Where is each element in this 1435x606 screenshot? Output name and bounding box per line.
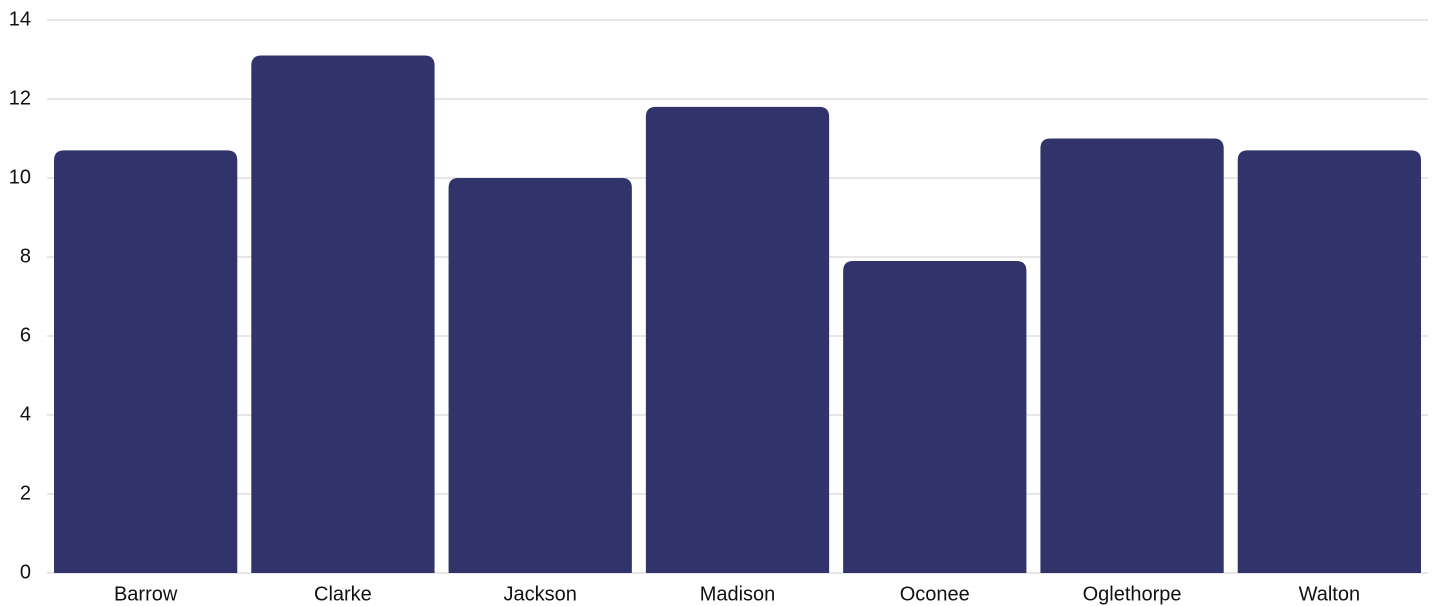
x-tick-label: Clarke (314, 583, 372, 605)
y-tick-label: 12 (9, 87, 31, 109)
bar (1040, 138, 1224, 573)
y-tick-label: 6 (20, 324, 31, 346)
x-tick-label: Madison (700, 583, 776, 605)
bar (54, 150, 238, 573)
y-tick-label: 2 (20, 482, 31, 504)
bar (448, 178, 632, 573)
y-tick-label: 8 (20, 245, 31, 267)
x-tick-label: Jackson (504, 583, 577, 605)
bar (1237, 150, 1421, 573)
x-tick-label: Barrow (114, 583, 178, 605)
bar (645, 106, 830, 574)
x-tick-label: Walton (1299, 583, 1361, 605)
y-tick-label: 10 (9, 166, 31, 188)
bar (251, 55, 435, 574)
y-tick-label: 0 (20, 561, 31, 583)
bar (843, 260, 1027, 573)
y-tick-label: 14 (9, 8, 31, 30)
y-tick-label: 4 (20, 403, 31, 425)
x-tick-label: Oglethorpe (1083, 583, 1182, 605)
x-tick-label: Oconee (900, 583, 970, 605)
